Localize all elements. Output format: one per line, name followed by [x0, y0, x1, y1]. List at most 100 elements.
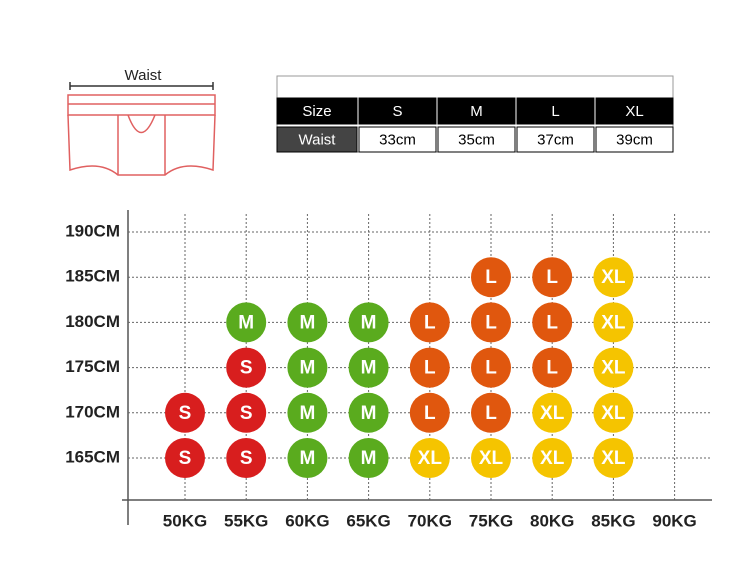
size-label: XL: [479, 448, 504, 469]
size-dot: [348, 392, 389, 433]
size-label: S: [240, 403, 253, 424]
size-dot: [348, 438, 389, 478]
table-text: 39cm: [616, 131, 653, 148]
size-table: Size S M L XL Waist 33cm 35cm 37cm 39cm: [276, 97, 674, 153]
size-label: M: [361, 312, 377, 333]
size-label: XL: [601, 267, 626, 288]
size-label: S: [240, 448, 253, 469]
briefs-diagram: [67, 82, 216, 176]
size-dot: [409, 302, 450, 343]
size-label: L: [546, 358, 558, 379]
size-dot: [532, 347, 573, 388]
size-label: M: [238, 312, 254, 333]
size-dot: [409, 347, 450, 388]
table-cell: [276, 97, 358, 125]
size-label: L: [424, 358, 436, 379]
table-cell: [516, 97, 595, 125]
y-label: 180CM: [65, 312, 120, 331]
size-label: L: [485, 358, 497, 379]
table-cell: [595, 97, 674, 125]
size-dot: [226, 438, 267, 478]
size-dot: [593, 302, 634, 343]
table-text: S: [392, 103, 402, 120]
x-label: 55KG: [224, 511, 268, 530]
size-label: XL: [418, 448, 443, 469]
size-label: M: [361, 358, 377, 379]
size-label: M: [299, 312, 315, 333]
size-dot: [226, 302, 267, 343]
waist-label: Waist: [125, 67, 163, 84]
size-dot: [532, 392, 573, 433]
y-label: 165CM: [65, 447, 120, 466]
size-dot: [593, 257, 634, 298]
size-label: S: [179, 448, 192, 469]
size-dot: [532, 438, 573, 478]
x-label: 70KG: [408, 511, 452, 530]
size-grid: 50KG 55KG 60KG 65KG 70KG 75KG 80KG 85KG 90KG 190C…: [65, 214, 710, 530]
table-cell: [276, 126, 358, 153]
size-dot: [287, 438, 328, 478]
x-label: 60KG: [285, 511, 329, 530]
size-dot: [226, 392, 267, 433]
size-label: XL: [540, 403, 565, 424]
size-dot: [593, 392, 634, 433]
x-label: 65KG: [346, 511, 390, 530]
size-dot: [471, 257, 511, 298]
size-label: M: [299, 358, 315, 379]
table-cell: [437, 126, 516, 153]
size-dot: [348, 347, 389, 388]
size-label: XL: [601, 403, 626, 424]
table-text: 37cm: [537, 131, 574, 148]
y-label: 190CM: [65, 221, 120, 240]
x-label: 50KG: [163, 511, 207, 530]
size-label: L: [546, 267, 558, 288]
table-cell: [358, 97, 437, 125]
size-dot: [471, 392, 511, 433]
table-text: Waist: [299, 131, 337, 148]
y-label: 185CM: [65, 267, 120, 286]
size-label: L: [424, 312, 436, 333]
size-dot: [532, 302, 573, 343]
x-label: 90KG: [652, 511, 696, 530]
size-dot: [287, 302, 328, 343]
size-dot: [593, 438, 634, 478]
size-label: XL: [601, 312, 626, 333]
size-dot: [532, 257, 573, 298]
size-label: L: [485, 312, 497, 333]
size-label: S: [179, 403, 192, 424]
table-text: M: [470, 103, 483, 120]
size-label: S: [240, 358, 253, 379]
size-dot: [287, 392, 328, 433]
table-cell: [358, 126, 437, 153]
size-dot: [471, 347, 511, 388]
size-label: L: [485, 403, 497, 424]
size-dot: [409, 392, 450, 433]
size-label: M: [299, 448, 315, 469]
size-label: XL: [540, 448, 565, 469]
size-label: L: [424, 403, 436, 424]
table-text: XL: [625, 103, 643, 120]
size-dot: [593, 347, 634, 388]
size-dot: [471, 438, 511, 478]
size-label: XL: [601, 358, 626, 379]
y-label: 175CM: [65, 357, 120, 376]
x-label: 75KG: [469, 511, 513, 530]
table-cell: [437, 97, 516, 125]
size-label: XL: [601, 448, 626, 469]
size-dot: [348, 302, 389, 343]
table-cell: [595, 126, 674, 153]
size-dot: [165, 392, 205, 433]
size-dot: [409, 438, 450, 478]
table-text: 35cm: [458, 131, 495, 148]
table-text: L: [551, 103, 559, 120]
size-dot: [287, 347, 328, 388]
size-label: L: [546, 312, 558, 333]
size-label: M: [361, 403, 377, 424]
size-dot: [165, 438, 205, 478]
size-label: M: [299, 403, 315, 424]
table-text: 33cm: [379, 131, 416, 148]
x-label: 85KG: [591, 511, 635, 530]
table-cell: [516, 126, 595, 153]
size-label: M: [361, 448, 377, 469]
